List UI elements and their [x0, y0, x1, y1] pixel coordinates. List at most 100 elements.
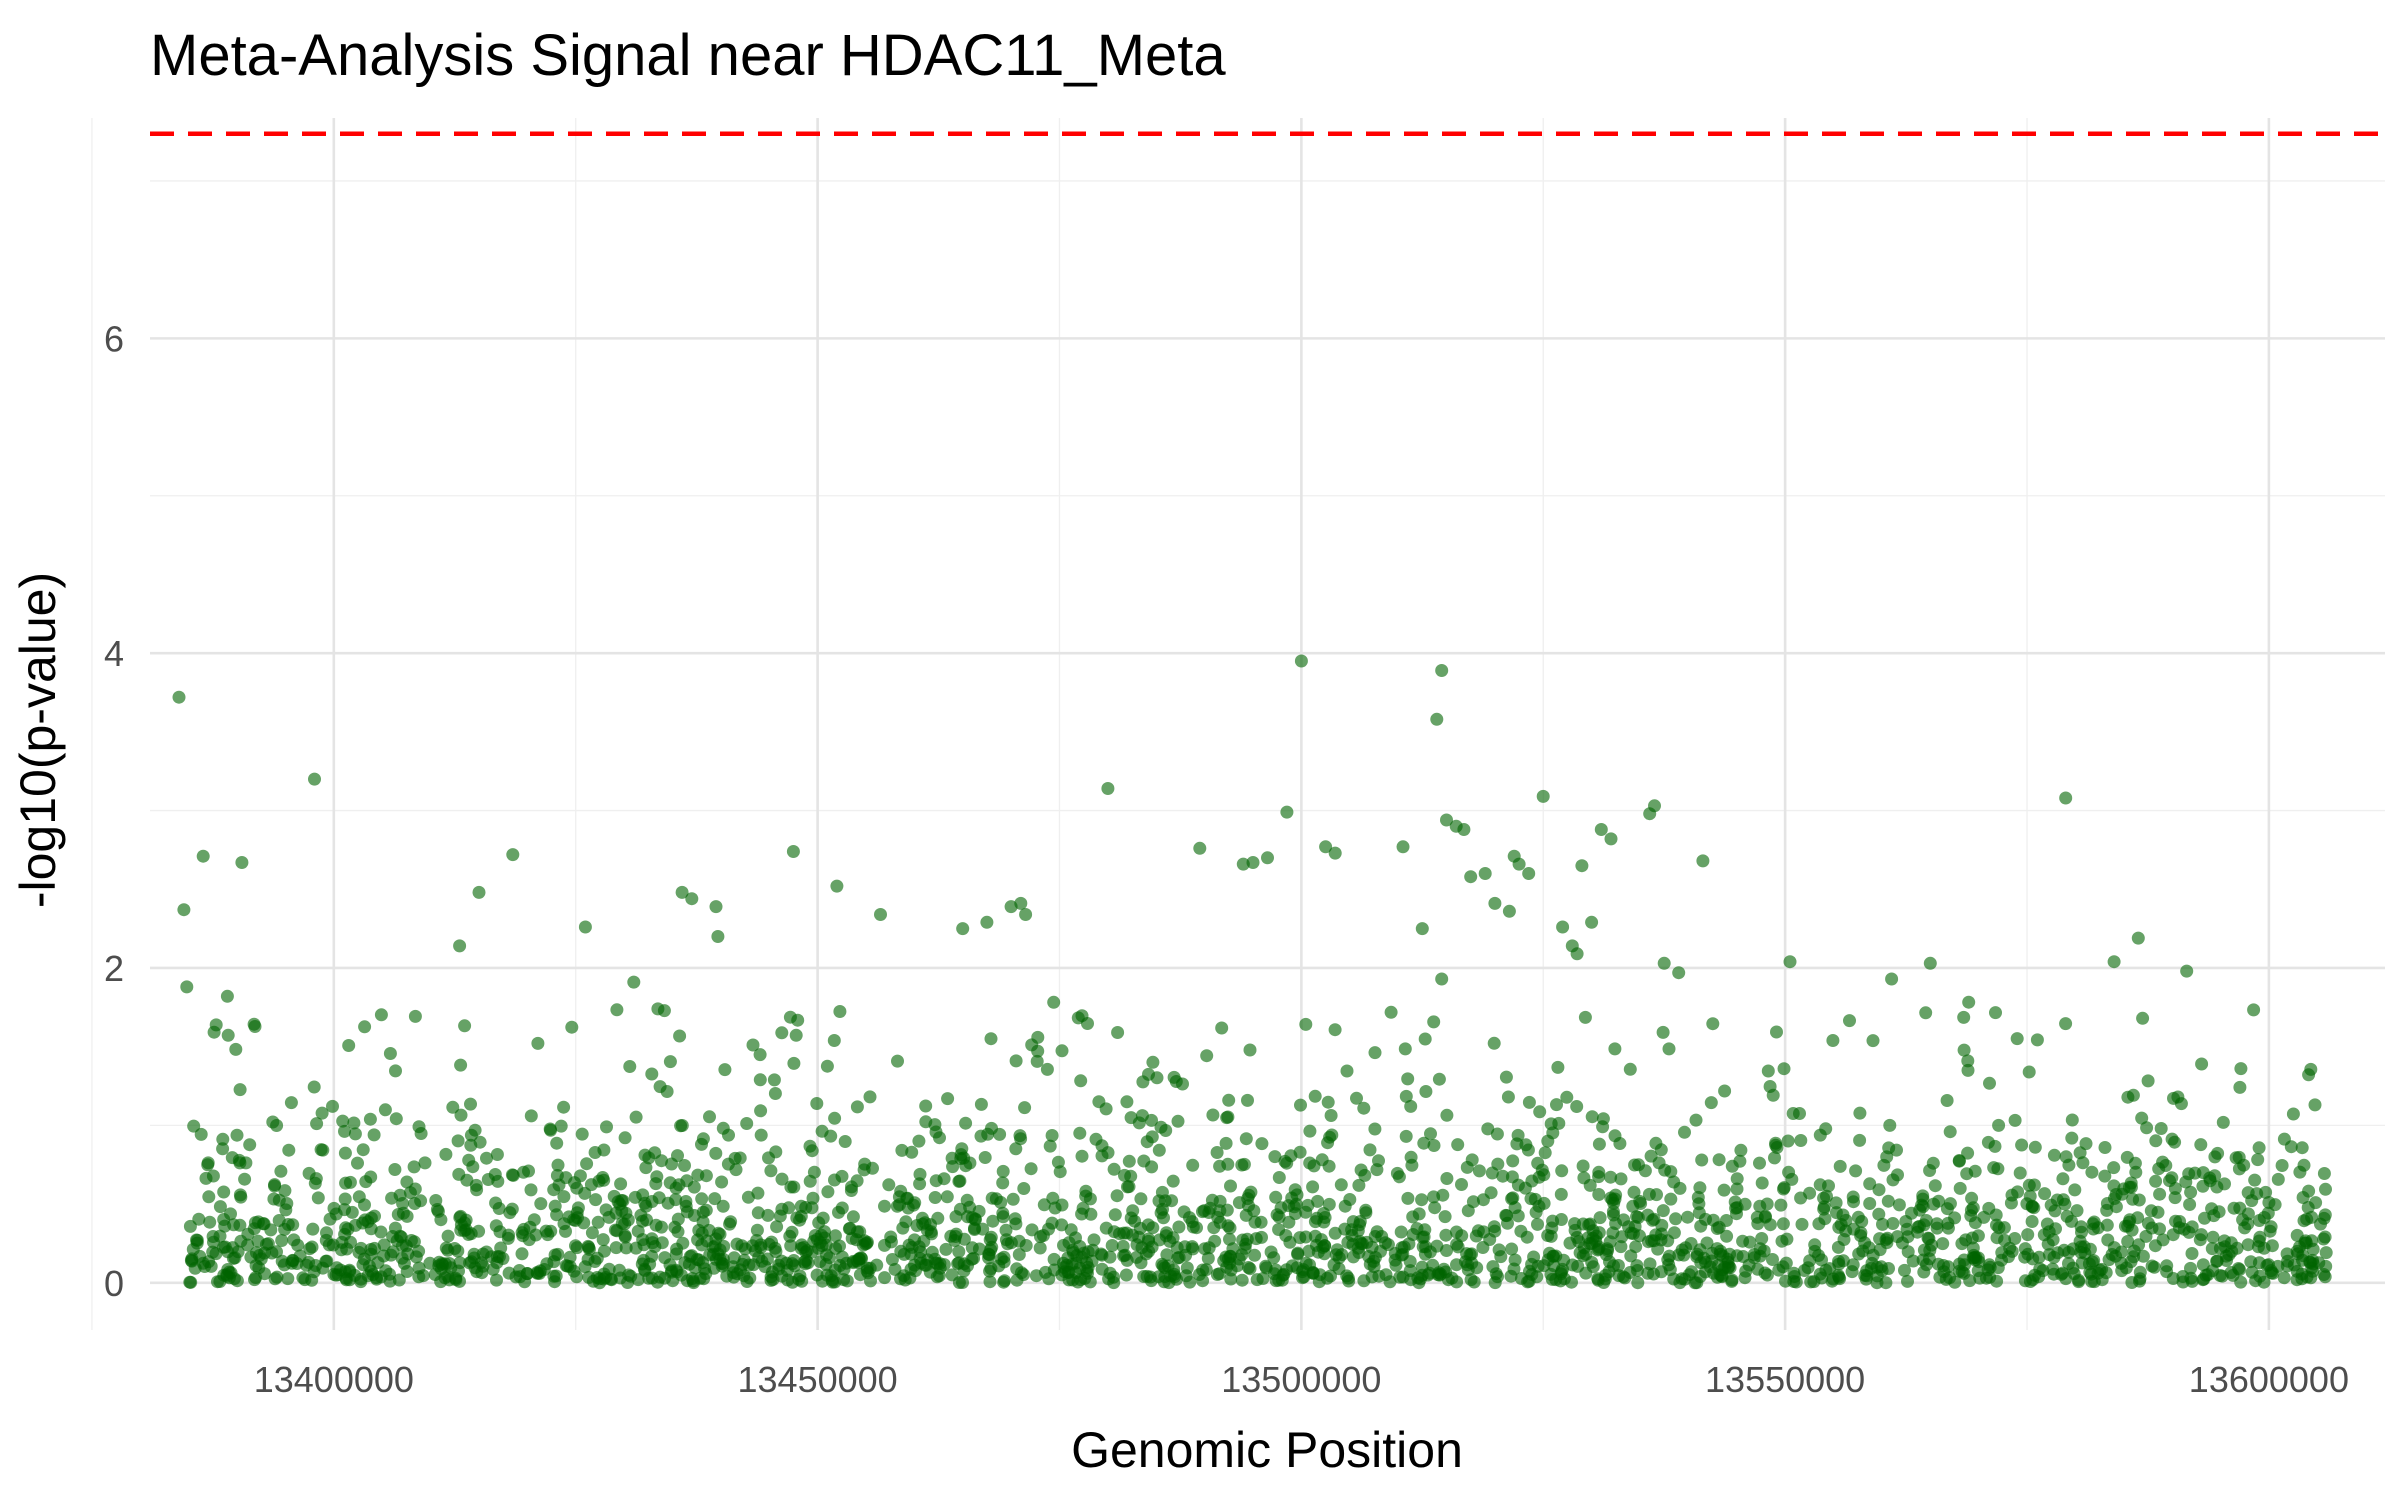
- snp-point: [2233, 1201, 2247, 1215]
- snp-point: [783, 1010, 797, 1024]
- snp-point: [578, 1186, 592, 1200]
- snp-point: [1047, 995, 1061, 1009]
- snp-point: [767, 1073, 781, 1087]
- snp-point: [1010, 1273, 1024, 1287]
- snp-point: [1500, 1209, 1514, 1223]
- snp-point: [1155, 1257, 1169, 1271]
- snp-point: [1074, 1074, 1088, 1088]
- snp-point: [1303, 1124, 1317, 1138]
- minor-gridlines: [91, 118, 2385, 1330]
- snp-point: [1520, 1230, 1534, 1244]
- snp-point: [506, 1168, 520, 1182]
- snp-point: [596, 1171, 610, 1184]
- snp-point: [1662, 1258, 1676, 1272]
- y-tick-label: 6: [104, 318, 124, 359]
- snp-point: [462, 1153, 476, 1167]
- snp-point: [196, 849, 210, 863]
- snp-point: [2021, 1228, 2035, 1242]
- snp-point: [729, 1163, 743, 1177]
- snp-point: [1720, 1229, 1734, 1243]
- snp-point: [408, 1182, 422, 1196]
- snp-point: [2076, 1156, 2090, 1170]
- snp-point: [1465, 1153, 1479, 1167]
- snp-point: [1167, 1267, 1181, 1281]
- snp-point: [1743, 1235, 1757, 1249]
- snp-point: [1608, 1042, 1622, 1056]
- snp-point: [830, 879, 844, 893]
- snp-point: [829, 1241, 843, 1255]
- snp-point: [1322, 1197, 1336, 1211]
- snp-point: [354, 1275, 368, 1289]
- snp-point: [2107, 1161, 2121, 1175]
- snp-point: [534, 1197, 548, 1211]
- snp-point: [658, 1271, 672, 1285]
- snp-point: [639, 1161, 653, 1175]
- snp-point: [1789, 1275, 1803, 1289]
- snp-point: [849, 1233, 863, 1247]
- snp-point: [928, 1191, 942, 1204]
- snp-point: [1943, 1125, 1957, 1139]
- snp-point: [177, 903, 191, 917]
- snp-point: [1221, 1110, 1235, 1124]
- snp-point: [1299, 1256, 1313, 1270]
- snp-point: [1152, 1143, 1166, 1157]
- snp-point: [1669, 1212, 1683, 1226]
- snp-point: [278, 1222, 292, 1236]
- snp-point: [691, 1168, 705, 1182]
- snp-point: [1961, 1146, 1975, 1160]
- snp-point: [1142, 1234, 1155, 1248]
- snp-point: [1428, 1201, 1442, 1215]
- snp-point: [2207, 1209, 2221, 1223]
- snp-point: [1648, 799, 1661, 813]
- snp-point: [628, 1190, 642, 1204]
- snp-point: [1440, 813, 1453, 827]
- snp-point: [351, 1156, 364, 1170]
- snp-point: [588, 1255, 602, 1268]
- snp-point: [1560, 1090, 1574, 1104]
- snp-point: [1372, 1269, 1386, 1283]
- snp-point: [464, 1227, 478, 1241]
- snp-point: [761, 1208, 775, 1222]
- snp-point: [1435, 664, 1449, 677]
- snp-point: [2154, 1122, 2168, 1135]
- snp-point: [2152, 1162, 2166, 1176]
- snp-point: [1525, 1257, 1539, 1271]
- snp-point: [1853, 1106, 1867, 1120]
- snp-point: [1836, 1254, 1850, 1268]
- snp-point: [1018, 1101, 1032, 1115]
- snp-point: [1607, 1196, 1621, 1210]
- snp-point: [1846, 1190, 1860, 1204]
- snp-point: [888, 1262, 902, 1276]
- snp-point: [2319, 1259, 2333, 1273]
- snp-point: [1964, 1203, 1978, 1217]
- snp-point: [784, 1180, 798, 1194]
- snp-point: [1846, 1258, 1860, 1272]
- snp-point: [307, 1265, 321, 1279]
- snp-point: [336, 1114, 350, 1128]
- snp-point: [1248, 1215, 1262, 1229]
- snp-point: [1568, 1217, 1582, 1231]
- snp-point: [696, 1215, 710, 1229]
- snp-point: [1430, 712, 1444, 726]
- snp-point: [1107, 1162, 1121, 1176]
- snp-point: [713, 1243, 727, 1257]
- snp-point: [235, 856, 249, 869]
- snp-point: [2203, 1174, 2217, 1188]
- snp-point: [530, 1266, 544, 1279]
- snp-point: [1647, 1212, 1661, 1226]
- snp-point: [2259, 1185, 2273, 1199]
- snp-point: [1712, 1220, 1726, 1234]
- snp-point: [1126, 1204, 1140, 1218]
- snp-point: [2185, 1247, 2199, 1260]
- snp-point: [1424, 1127, 1437, 1141]
- snp-point: [1395, 1248, 1409, 1262]
- snp-point: [1415, 922, 1429, 936]
- snp-point: [319, 1233, 333, 1247]
- snp-point: [1055, 1198, 1069, 1212]
- snp-point: [1146, 1055, 1160, 1069]
- x-tick-label: 13500000: [1221, 1359, 1381, 1400]
- snp-point: [1193, 841, 1207, 855]
- snp-point: [2149, 1134, 2163, 1148]
- snp-point: [753, 1073, 767, 1087]
- snp-point: [2098, 1169, 2112, 1183]
